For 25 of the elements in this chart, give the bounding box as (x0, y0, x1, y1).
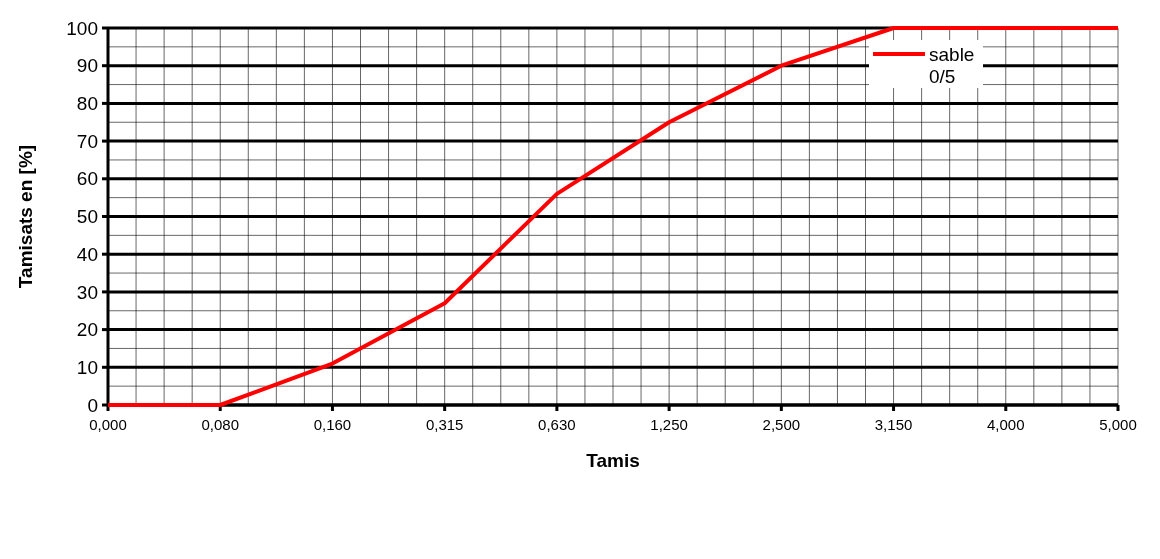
y-tick-label: 70 (76, 130, 98, 152)
legend-label: sable 0/5 (929, 43, 975, 87)
x-axis-title: Tamis (586, 450, 640, 471)
x-tick-label: 0,160 (313, 416, 352, 433)
y-tick-label: 40 (76, 243, 98, 265)
line-series (106, 26, 1120, 407)
y-tick-label: 60 (76, 168, 98, 190)
y-tick-label: 80 (76, 93, 98, 115)
y-tick-label: 0 (87, 394, 98, 416)
y-tick-label: 30 (76, 281, 98, 303)
x-tick-label: 3,150 (874, 416, 913, 433)
x-tick-label: 0,000 (89, 416, 127, 433)
x-tick-label: 0,630 (538, 416, 576, 433)
x-tick-label: 0,080 (201, 416, 239, 433)
x-tick-label: 2,500 (762, 416, 801, 433)
y-axis-title: Tamisats en [%] (15, 144, 36, 289)
x-tick-label: 0,315 (425, 416, 464, 433)
y-tick-label: 50 (76, 206, 98, 228)
x-tick-label: 4,000 (987, 416, 1025, 433)
y-tick-label: 100 (66, 17, 98, 39)
x-tick-label: 5,000 (1099, 416, 1137, 433)
x-tick-label: 1,250 (650, 416, 688, 433)
y-tick-label: 10 (76, 356, 98, 378)
y-tick-label: 90 (76, 55, 98, 77)
y-tick-label: 20 (76, 319, 98, 341)
